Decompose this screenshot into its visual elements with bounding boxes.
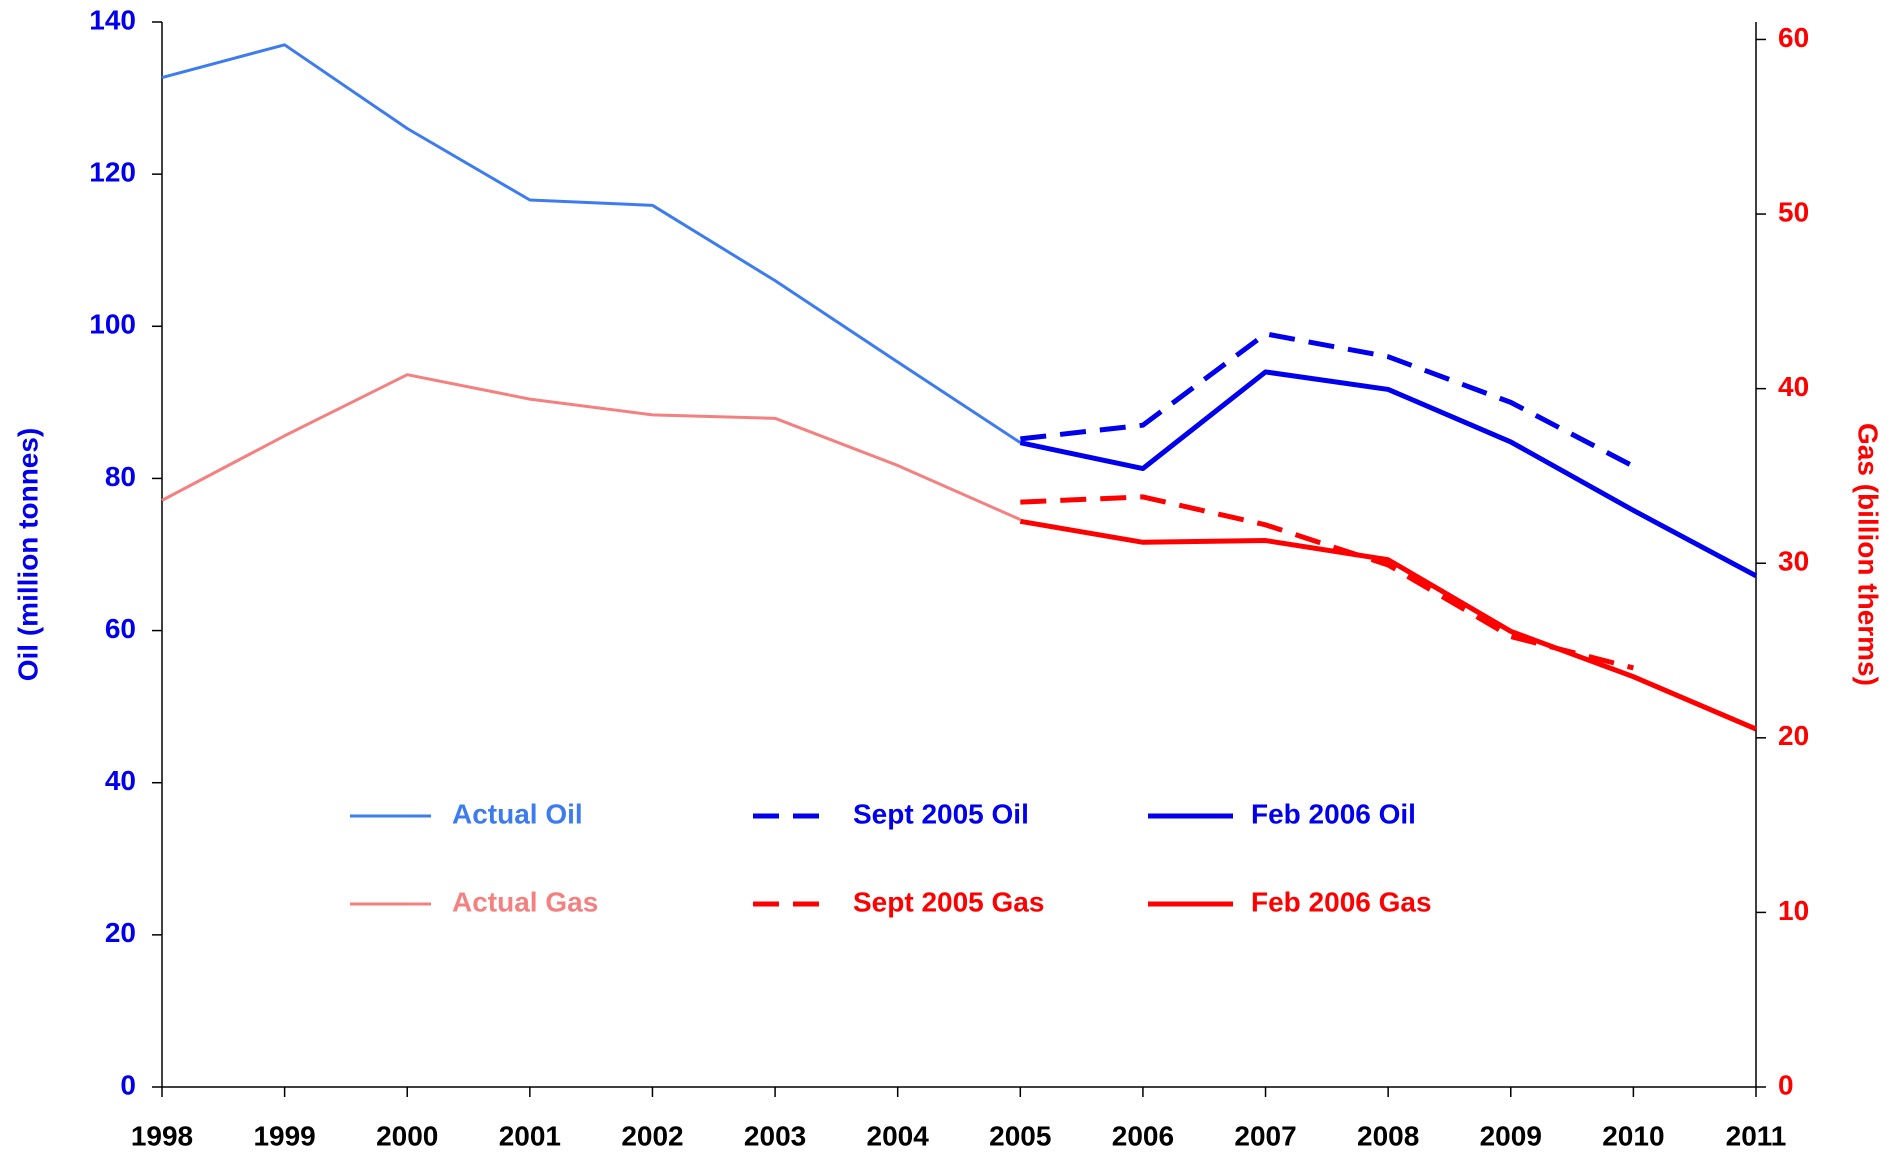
- x-tick-label: 2001: [499, 1120, 561, 1151]
- y-tick-label: 20: [105, 917, 136, 948]
- y2-tick-label: 20: [1778, 720, 1809, 751]
- y-tick-label: 60: [105, 613, 136, 644]
- x-tick-label: 2000: [376, 1120, 438, 1151]
- y2-tick-label: 50: [1778, 196, 1809, 227]
- legend-label: Actual Gas: [452, 886, 598, 917]
- legend-label: Sept 2005 Oil: [853, 798, 1029, 829]
- y2-tick-label: 0: [1778, 1069, 1794, 1100]
- series-line: [1019, 518, 1757, 732]
- legend-label: Feb 2006 Gas: [1251, 886, 1432, 917]
- series-line: [1020, 494, 1635, 671]
- y2-tick-label: 40: [1778, 371, 1809, 402]
- y-tick-label: 120: [89, 157, 136, 188]
- y2-tick-label: 60: [1778, 22, 1809, 53]
- series-line: [1020, 331, 1635, 469]
- y-tick-label: 140: [89, 4, 136, 35]
- y2-tick-label: 30: [1778, 546, 1809, 577]
- legend-label: Sept 2005 Gas: [853, 886, 1044, 917]
- y2-axis-title: Gas (billion therms): [1853, 423, 1884, 686]
- y-tick-label: 80: [105, 461, 136, 492]
- y-tick-label: 40: [105, 765, 136, 796]
- series-line: [1019, 369, 1758, 579]
- x-tick-label: 2011: [1726, 1120, 1787, 1151]
- y2-tick-label: 10: [1778, 895, 1809, 926]
- x-tick-label: 2003: [744, 1120, 806, 1151]
- legend-label: Feb 2006 Oil: [1251, 798, 1416, 829]
- y-axis-title: Oil (million tonnes): [12, 428, 43, 682]
- x-tick-label: 2008: [1357, 1120, 1419, 1151]
- x-tick-label: 1998: [131, 1120, 193, 1151]
- x-tick-label: 2005: [989, 1120, 1051, 1151]
- series-line: [161, 43, 1022, 444]
- x-tick-label: 2010: [1602, 1120, 1664, 1151]
- series-line: [161, 373, 1021, 521]
- x-tick-label: 2009: [1480, 1120, 1542, 1151]
- x-tick-label: 2007: [1234, 1120, 1296, 1151]
- legend-label: Actual Oil: [452, 798, 583, 829]
- x-tick-label: 2004: [867, 1120, 930, 1151]
- x-tick-label: 2006: [1112, 1120, 1174, 1151]
- x-tick-label: 2002: [621, 1120, 683, 1151]
- y-tick-label: 100: [89, 309, 136, 340]
- x-tick-label: 1999: [253, 1120, 315, 1151]
- y-tick-label: 0: [120, 1069, 136, 1100]
